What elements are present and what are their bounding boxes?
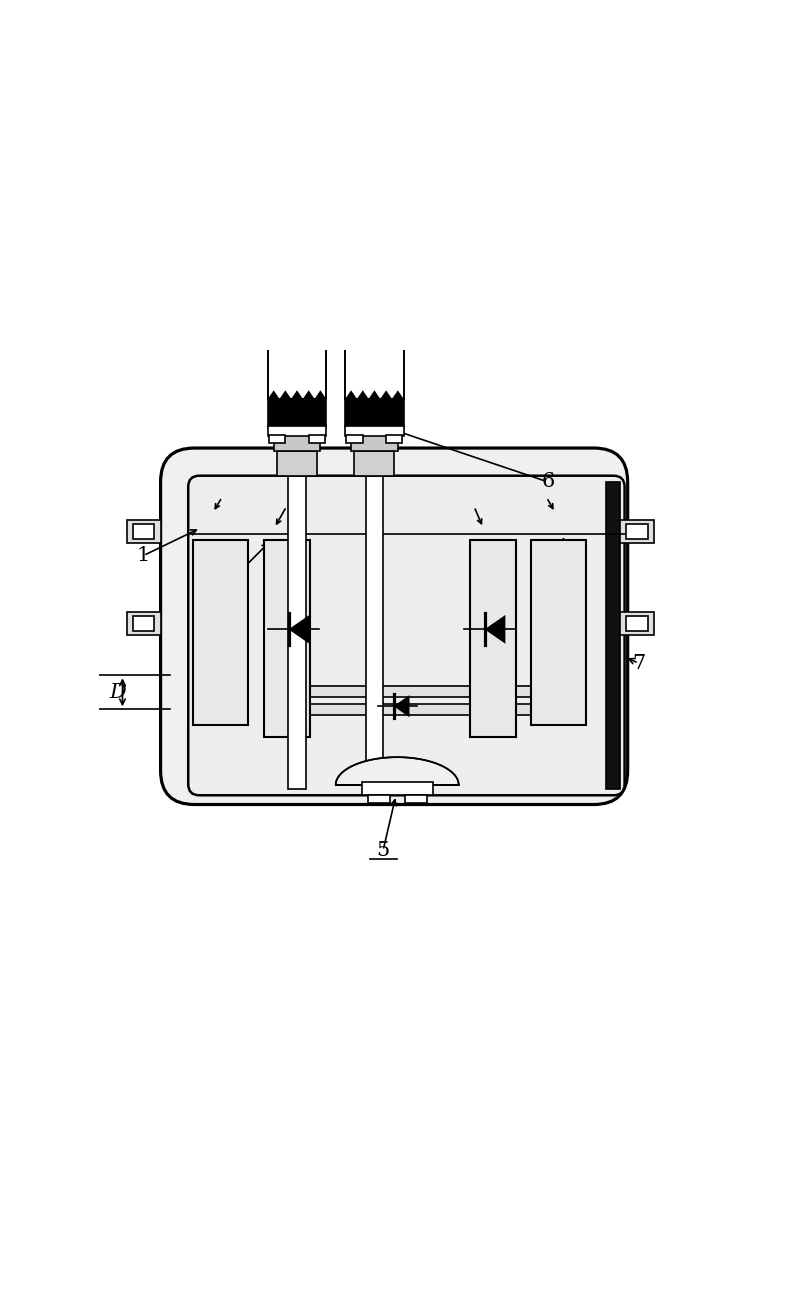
Text: 4: 4 [558,552,572,571]
Bar [268,399,326,427]
Bar [362,782,433,795]
Polygon shape [335,757,458,785]
Bar [193,540,248,725]
Bar [345,399,404,427]
Bar [264,704,546,716]
Bar [620,613,654,635]
Bar [127,520,160,544]
Bar [469,540,515,736]
Polygon shape [485,615,505,644]
Bar [277,451,317,476]
Polygon shape [303,390,315,399]
Polygon shape [289,615,309,644]
Bar [345,425,404,436]
Bar [606,481,619,790]
Bar [626,617,648,631]
Polygon shape [392,390,404,399]
Bar [364,420,385,433]
Bar [357,256,392,269]
Bar [289,476,305,790]
Polygon shape [315,390,326,399]
Bar [308,435,325,442]
Text: D: D [109,683,126,701]
Polygon shape [268,390,279,399]
Text: 7: 7 [632,653,646,673]
Polygon shape [393,695,409,717]
Polygon shape [279,390,291,399]
Bar [620,520,654,544]
Bar [274,294,320,346]
Bar [386,435,402,442]
Bar [269,435,285,442]
Polygon shape [381,390,392,399]
Text: 1: 1 [136,546,150,565]
Bar [264,686,546,697]
Bar [343,246,407,258]
FancyBboxPatch shape [188,476,625,795]
Bar [351,433,397,451]
Bar [286,420,308,433]
Bar [405,795,427,803]
Bar [264,540,310,736]
Bar [531,540,587,725]
Text: 6: 6 [541,472,554,492]
Bar [127,613,160,635]
Bar [268,346,326,399]
Text: 5: 5 [377,840,389,860]
Bar [354,451,394,476]
Bar [347,435,363,442]
Bar [368,795,389,803]
Bar [274,433,320,451]
Bar [626,524,648,539]
Bar [268,425,326,436]
Polygon shape [369,390,381,399]
Polygon shape [291,390,303,399]
Text: 2: 2 [237,558,250,578]
Bar [362,245,387,255]
Text: 3: 3 [473,558,485,578]
Bar [366,476,383,790]
FancyBboxPatch shape [160,448,628,804]
Bar [345,346,404,399]
Polygon shape [345,390,357,399]
Bar [133,617,155,631]
Bar [133,524,155,539]
Polygon shape [357,390,369,399]
